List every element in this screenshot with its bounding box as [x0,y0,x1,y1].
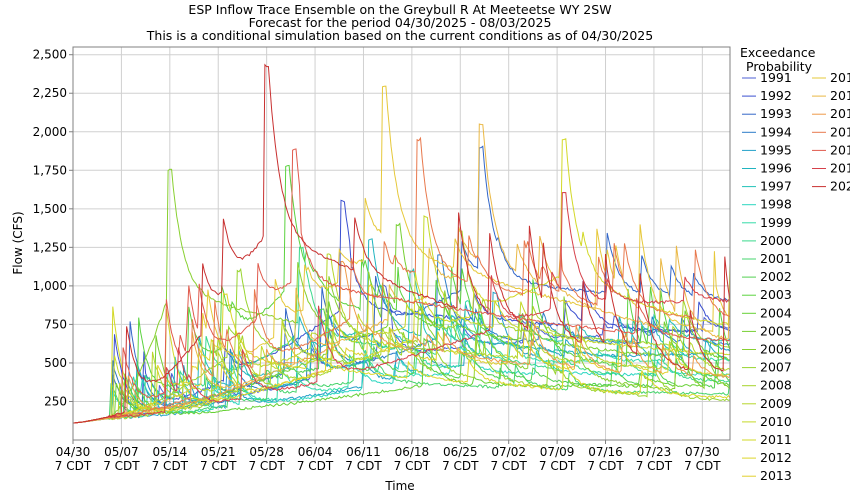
legend-entry-1991: 1991 [760,70,792,85]
legend-entry-2020: 2020 [830,179,850,194]
legend-entry-2012: 2012 [760,450,792,465]
series-line-2004 [72,337,731,424]
legend-entry-2014: 2014 [830,70,850,85]
legend-entry-2011: 2011 [760,432,792,447]
series-line-2016 [72,260,731,424]
legend-entry-2006: 2006 [760,342,792,357]
series-line-2012 [72,292,731,424]
y-axis-label: Flow (CFS) [11,211,25,274]
legend-entry-2017: 2017 [830,124,850,139]
plot-area [72,46,731,441]
y-tick-label: 250 [44,394,67,408]
chart-subtitle-2: This is a conditional simulation based o… [146,28,653,43]
plot-border [72,46,731,441]
y-tick-label: 1,750 [33,163,67,177]
x-tick-sublabel: 7 CDT [248,459,285,473]
y-tick-label: 2,500 [33,48,67,62]
legend-entry-1992: 1992 [760,88,792,103]
x-tick-label: 06/25 [443,445,478,459]
x-tick-label: 07/09 [540,445,575,459]
x-tick-label: 06/04 [298,445,333,459]
legend-entry-1996: 1996 [760,161,792,176]
y-axis: 250 500 750 1,000 1,250 1,500 1,750 2,000 2,250 2… [33,48,73,408]
y-tick-label: 750 [44,317,67,331]
legend-entry-2008: 2008 [760,378,792,393]
x-tick-sublabel: 7 CDT [103,459,140,473]
legend-entry-2018: 2018 [830,142,850,157]
legend-entry-2001: 2001 [760,251,792,266]
legend-entry-2007: 2007 [760,360,792,375]
series-lines [72,63,731,424]
series-line-2001 [72,329,731,424]
y-tick-label: 500 [44,356,67,370]
legend-entry-2002: 2002 [760,269,792,284]
legend-title-line-1: Exceedance [740,45,816,60]
x-tick-sublabel: 7 CDT [539,459,576,473]
x-tick-sublabel: 7 CDT [442,459,479,473]
legend-entry-2005: 2005 [760,323,792,338]
y-tick-label: 2,250 [33,86,67,100]
y-tick-label: 1,000 [33,279,67,293]
x-tick-label: 07/02 [491,445,526,459]
x-tick-sublabel: 7 CDT [55,459,92,473]
legend: Exceedance Probability 19911992199319941… [740,45,850,483]
legend-entry-1997: 1997 [760,179,792,194]
legend-entry-2000: 2000 [760,233,792,248]
series-line-2015 [72,123,731,424]
legend-entry-1993: 1993 [760,106,792,121]
x-tick-sublabel: 7 CDT [152,459,189,473]
x-tick-sublabel: 7 CDT [636,459,673,473]
series-line-2006 [72,168,731,424]
series-line-2017 [72,136,731,424]
series-line-2003 [72,164,731,424]
legend-entry-1999: 1999 [760,215,792,230]
x-tick-label: 05/28 [249,445,284,459]
y-tick-label: 1,500 [33,202,67,216]
chart-title: ESP Inflow Trace Ensemble on the Greybul… [188,2,611,17]
x-tick-label: 04/30 [56,445,91,459]
y-tick-label: 2,000 [33,125,67,139]
x-tick-label: 05/21 [201,445,236,459]
x-tick-label: 05/14 [153,445,188,459]
legend-entry-1994: 1994 [760,124,792,139]
x-tick-sublabel: 7 CDT [587,459,624,473]
legend-entry-2009: 2009 [760,396,792,411]
x-tick-label: 07/16 [588,445,623,459]
legend-entry-1998: 1998 [760,197,792,212]
x-tick-sublabel: 7 CDT [684,459,721,473]
legend-entries: 1991 1992 1993 1994 1995 1996 1997 1998 1999 2000… [742,70,850,483]
legend-entry-2013: 2013 [760,468,792,483]
x-tick-sublabel: 7 CDT [490,459,527,473]
x-tick-label: 07/30 [685,445,720,459]
legend-entry-2010: 2010 [760,414,792,429]
y-tick-label: 1,250 [33,240,67,254]
chart-subtitle-1: Forecast for the period 04/30/2025 - 08/… [249,15,552,30]
series-line-2009 [72,253,731,424]
x-tick-sublabel: 7 CDT [297,459,334,473]
legend-entry-2016: 2016 [830,106,850,121]
x-tick-label: 05/07 [104,445,139,459]
x-tick-sublabel: 7 CDT [394,459,431,473]
series-line-2020 [72,63,731,424]
legend-entry-1995: 1995 [760,142,792,157]
series-line-2014 [72,85,731,424]
legend-entry-2003: 2003 [760,287,792,302]
series-line-2019 [72,191,731,424]
x-axis-label: Time [384,479,414,493]
x-tick-label: 07/23 [637,445,672,459]
series-line-2011 [72,138,731,424]
legend-entry-2019: 2019 [830,161,850,176]
legend-title-line-2: Probability [746,59,813,74]
legend-entry-2004: 2004 [760,305,792,320]
x-tick-label: 06/18 [395,445,430,459]
x-tick-sublabel: 7 CDT [200,459,237,473]
legend-entry-2015: 2015 [830,88,850,103]
x-tick-label: 06/11 [346,445,381,459]
x-tick-sublabel: 7 CDT [345,459,382,473]
